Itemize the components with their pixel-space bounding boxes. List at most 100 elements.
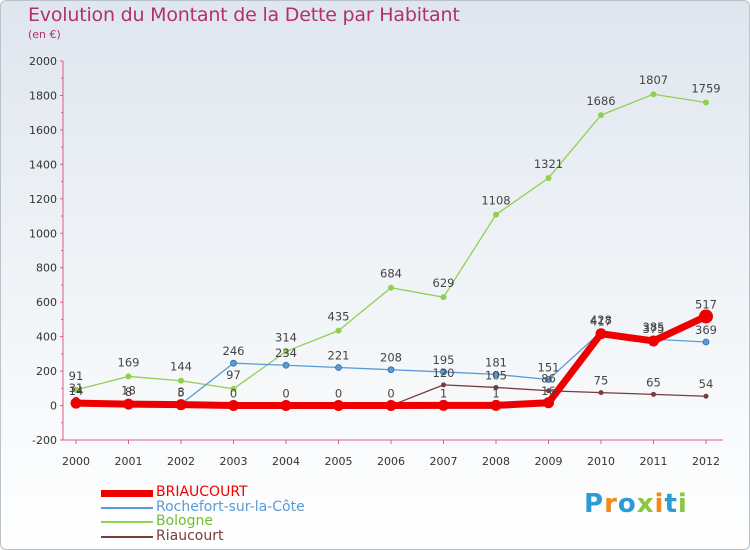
data-point (492, 370, 500, 378)
data-label: 8 (177, 385, 184, 399)
data-label: 54 (699, 377, 714, 391)
data-label: 435 (328, 310, 350, 324)
y-tick-label: 0 (50, 400, 57, 413)
data-label: 181 (485, 355, 507, 369)
x-tick-label: 2007 (430, 455, 458, 468)
data-point (545, 174, 552, 181)
data-point (388, 284, 394, 291)
data-point (699, 309, 713, 324)
data-label: 375 (643, 322, 665, 336)
proxiti-logo: Proxiti (584, 489, 688, 519)
x-tick-label: 2003 (220, 455, 248, 468)
data-label: 629 (433, 276, 455, 290)
logo-letter: t (664, 489, 678, 519)
data-label: 417 (590, 315, 612, 329)
legend-swatch (101, 506, 153, 509)
data-label: 75 (594, 374, 609, 388)
data-point (333, 400, 344, 412)
series-line (75, 93, 707, 391)
y-tick-label: 800 (36, 262, 57, 275)
y-tick-label: -200 (32, 434, 57, 447)
data-point (125, 373, 132, 380)
y-tick-label: 1000 (29, 227, 57, 240)
data-label: 97 (226, 368, 241, 382)
legend-label: Rochefort-sur-la-Côte (156, 498, 305, 515)
logo-letter: i (677, 489, 688, 519)
data-label: 314 (275, 330, 297, 344)
data-label: 31 (69, 381, 84, 395)
data-label: 428 (590, 313, 612, 327)
data-label: 18 (121, 383, 136, 397)
data-point (73, 386, 79, 393)
data-label: 517 (695, 297, 717, 311)
y-tick-label: 1200 (29, 193, 57, 206)
x-tick-label: 2004 (272, 455, 300, 468)
y-tick-label: 1400 (29, 158, 57, 171)
data-point (385, 400, 397, 412)
y-tick-label: 400 (36, 331, 57, 344)
data-label: 1759 (691, 82, 720, 96)
legend-item: Riaucourt (101, 527, 361, 544)
data-point (440, 368, 447, 376)
x-tick-label: 2009 (535, 455, 563, 468)
data-label: 1807 (639, 73, 668, 87)
legend-label: Bologne (156, 513, 213, 529)
data-label: 1686 (586, 94, 615, 108)
data-point (123, 398, 134, 410)
data-point (703, 99, 709, 106)
y-tick-label: 600 (36, 296, 57, 309)
data-point (280, 400, 292, 412)
data-label: 1 (440, 386, 447, 400)
data-label: 1 (492, 386, 499, 400)
data-label: 0 (335, 387, 342, 401)
data-label: 8 (125, 385, 132, 399)
legend-swatch (101, 535, 153, 538)
data-point (335, 327, 342, 334)
data-point (543, 397, 554, 409)
data-point (178, 377, 184, 384)
data-point (438, 399, 449, 411)
data-label: 151 (538, 361, 560, 375)
data-point (598, 112, 604, 119)
legend-label: Riaucourt (156, 527, 224, 544)
data-label: 86 (541, 372, 556, 386)
data-point (598, 390, 604, 396)
data-point (703, 393, 709, 399)
data-label: 144 (170, 360, 192, 374)
y-tick-label: 1800 (29, 89, 57, 102)
data-point (228, 400, 239, 412)
legend-item: BRIAUCOURT (101, 484, 361, 500)
data-point (493, 384, 499, 390)
data-point (651, 391, 656, 397)
data-label: 684 (380, 267, 402, 281)
logo-letter: P (584, 489, 605, 519)
logo-letter: r (604, 489, 618, 519)
data-point (283, 348, 289, 355)
x-tick-label: 2000 (62, 455, 90, 468)
logo-letter: i (654, 489, 665, 519)
data-label: 208 (380, 351, 402, 365)
legend-item: Bologne (101, 513, 361, 529)
data-label: 0 (282, 387, 289, 401)
data-label: 385 (643, 320, 665, 334)
x-tick-label: 2008 (482, 455, 510, 468)
data-point (441, 382, 446, 388)
x-tick-label: 2006 (377, 455, 405, 468)
series-briaucourt (70, 309, 713, 412)
data-label: 0 (230, 387, 237, 401)
data-label: 16 (541, 384, 556, 398)
data-label: 120 (433, 366, 455, 380)
data-point (440, 294, 447, 301)
data-label: 0 (387, 387, 394, 401)
legend-label: BRIAUCOURT (156, 484, 248, 500)
legend-swatch (101, 489, 153, 497)
y-tick-label: 1600 (29, 124, 57, 137)
x-tick-label: 2005 (325, 455, 353, 468)
data-label: 5 (177, 386, 184, 400)
legend-item: Rochefort-sur-la-Côte (101, 498, 361, 515)
data-point (648, 335, 659, 347)
data-point (702, 338, 710, 346)
data-point (282, 361, 290, 369)
